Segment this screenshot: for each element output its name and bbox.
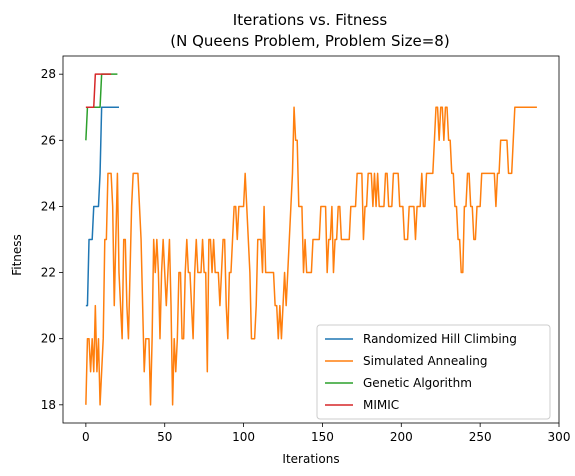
axes-frame — [62, 55, 560, 424]
legend-label: Randomized Hill Climbing — [363, 332, 517, 346]
legend-label: Genetic Algorithm — [363, 376, 472, 390]
chart-subtitle: (N Queens Problem, Problem Size=8) — [170, 32, 449, 50]
series-line-4 — [85, 73, 112, 108]
x-tick-label: 250 — [469, 430, 492, 444]
y-tick-label: 20 — [41, 332, 56, 346]
plot-area: 0 50 100 150 200 250 300 18 20 22 24 26 28 — [41, 55, 571, 444]
x-axis-label: Iterations — [282, 452, 339, 466]
series-line-1 — [85, 106, 119, 307]
x-tick-label: 100 — [232, 430, 255, 444]
x-tick-label: 300 — [548, 430, 571, 444]
y-axis-label: Fitness — [10, 234, 24, 276]
legend: Randomized Hill Climbing Simulated Anneal… — [316, 324, 551, 420]
legend-label: MIMIC — [363, 398, 399, 412]
x-tick-label: 0 — [82, 430, 90, 444]
chart-title: Iterations vs. Fitness — [233, 11, 388, 29]
y-tick-label: 22 — [41, 266, 56, 280]
x-tick-label: 50 — [157, 430, 172, 444]
y-tick-label: 28 — [41, 67, 56, 81]
x-tick-label: 150 — [311, 430, 334, 444]
y-tick-label: 26 — [41, 133, 56, 147]
legend-box — [316, 324, 551, 420]
y-tick-label: 18 — [41, 398, 56, 412]
legend-label: Simulated Annealing — [363, 354, 488, 368]
series-line-2 — [85, 106, 537, 406]
x-tick-label: 200 — [390, 430, 413, 444]
y-tick-label: 24 — [41, 199, 56, 213]
